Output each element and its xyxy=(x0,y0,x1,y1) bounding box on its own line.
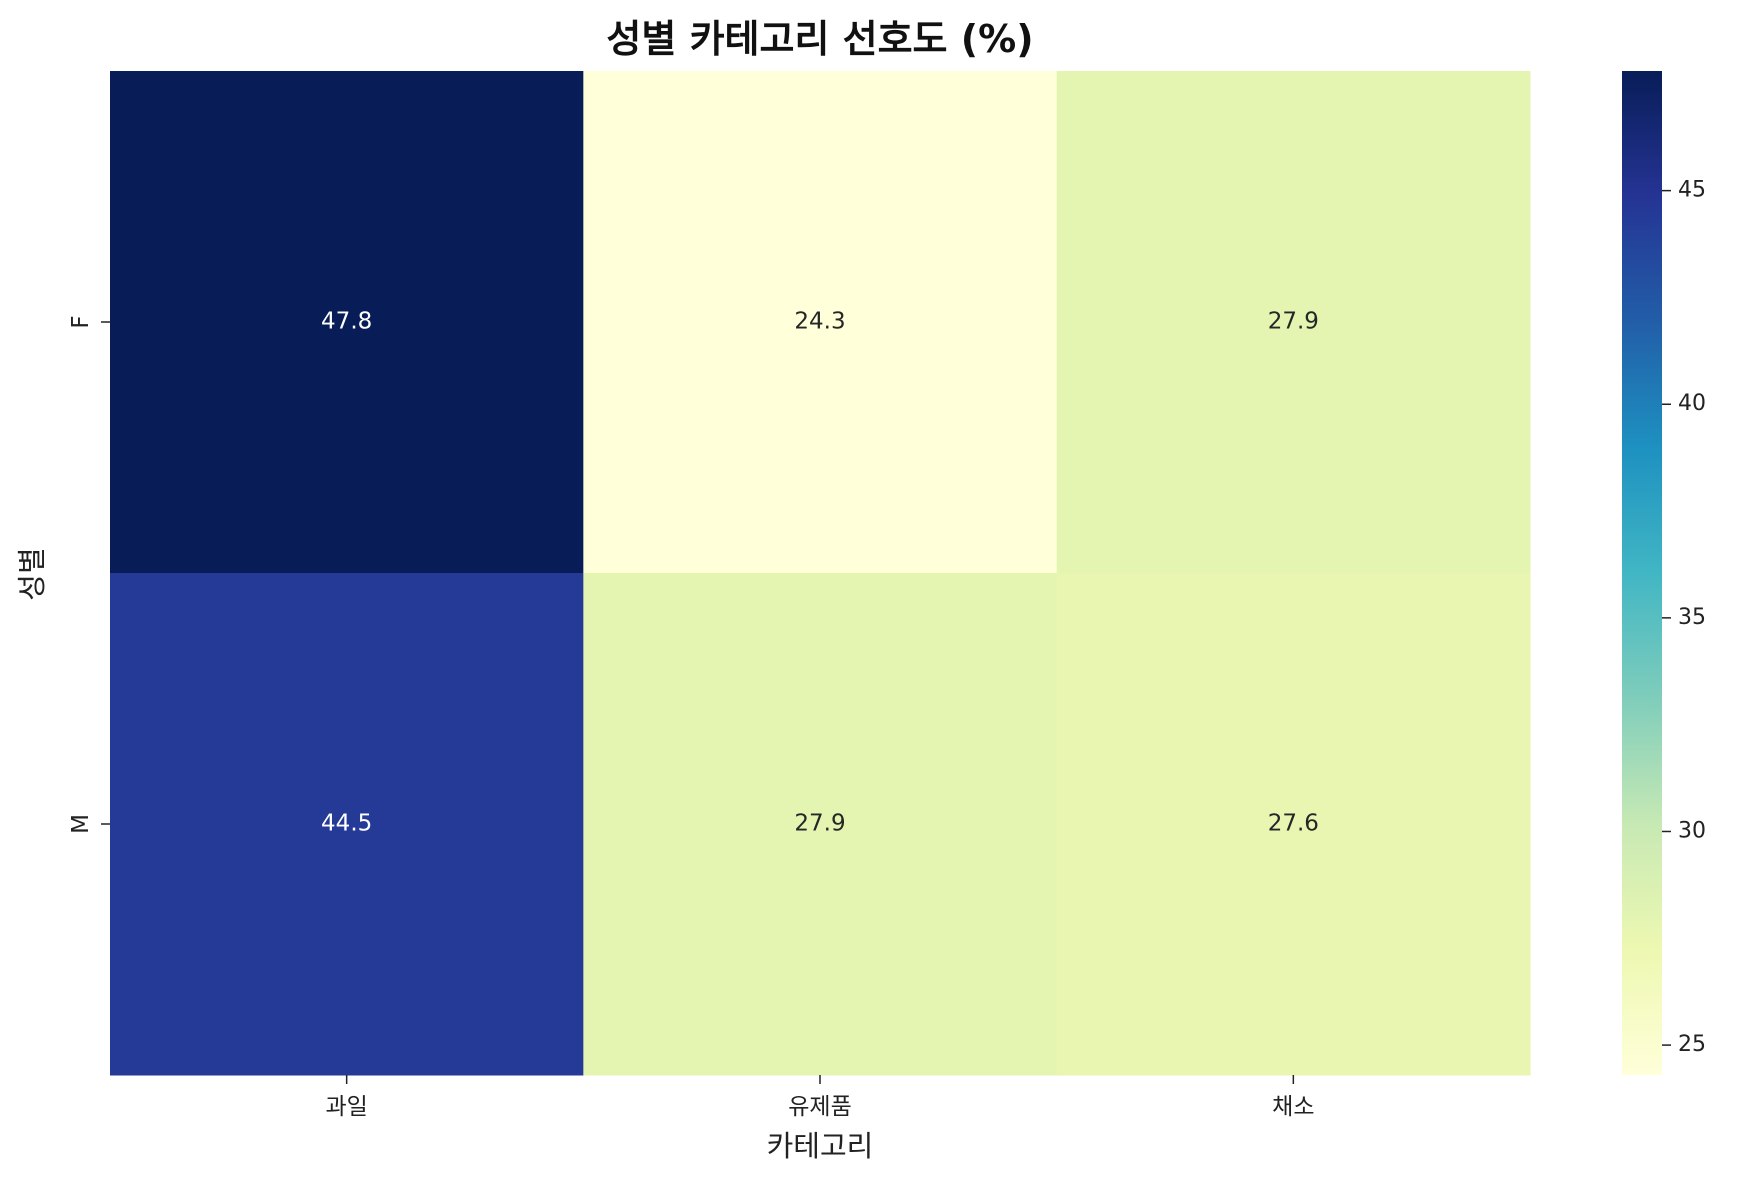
cell-value-label: 24.3 xyxy=(794,309,845,335)
cell-value-label: 47.8 xyxy=(321,309,372,335)
heatmap-cell xyxy=(110,71,584,574)
heatmap-cell xyxy=(583,71,1058,574)
y-axis-label: 성별 xyxy=(15,547,49,600)
chart-title: 성별 카테고리 선호도 (%) xyxy=(606,17,1033,61)
colorbar-ticks: 25 30 35 40 45 xyxy=(1662,178,1706,1057)
heatmap-cell-labels: 47.8 24.3 27.9 44.5 27.9 27.6 xyxy=(321,309,1319,837)
colorbar-tick-label: 25 xyxy=(1678,1032,1706,1057)
heatmap-cell xyxy=(110,573,584,1076)
cell-value-label: 27.6 xyxy=(1268,811,1319,837)
x-axis-label: 카테고리 xyxy=(767,1129,874,1163)
x-tick-label: 채소 xyxy=(1272,1094,1314,1120)
heatmap-cell xyxy=(1056,71,1531,574)
x-axis-ticks: 과일 유제품 채소 xyxy=(326,1075,1314,1120)
cell-value-label: 27.9 xyxy=(794,811,845,837)
colorbar xyxy=(1622,71,1662,1075)
x-tick-label: 과일 xyxy=(326,1094,368,1120)
y-tick-label: M xyxy=(68,814,94,834)
colorbar-tick-label: 45 xyxy=(1678,178,1706,203)
cell-value-label: 44.5 xyxy=(321,811,372,837)
x-tick-label: 유제품 xyxy=(788,1094,851,1120)
cell-value-label: 27.9 xyxy=(1268,309,1319,335)
colorbar-tick-label: 35 xyxy=(1678,605,1706,630)
heatmap-cell xyxy=(583,573,1058,1076)
heatmap-cell xyxy=(1056,573,1531,1076)
colorbar-tick-label: 40 xyxy=(1678,391,1706,416)
y-tick-label: F xyxy=(68,315,94,328)
heatmap-cells xyxy=(110,71,1531,1076)
y-axis-ticks: FM xyxy=(68,315,110,834)
colorbar-tick-label: 30 xyxy=(1678,818,1706,843)
